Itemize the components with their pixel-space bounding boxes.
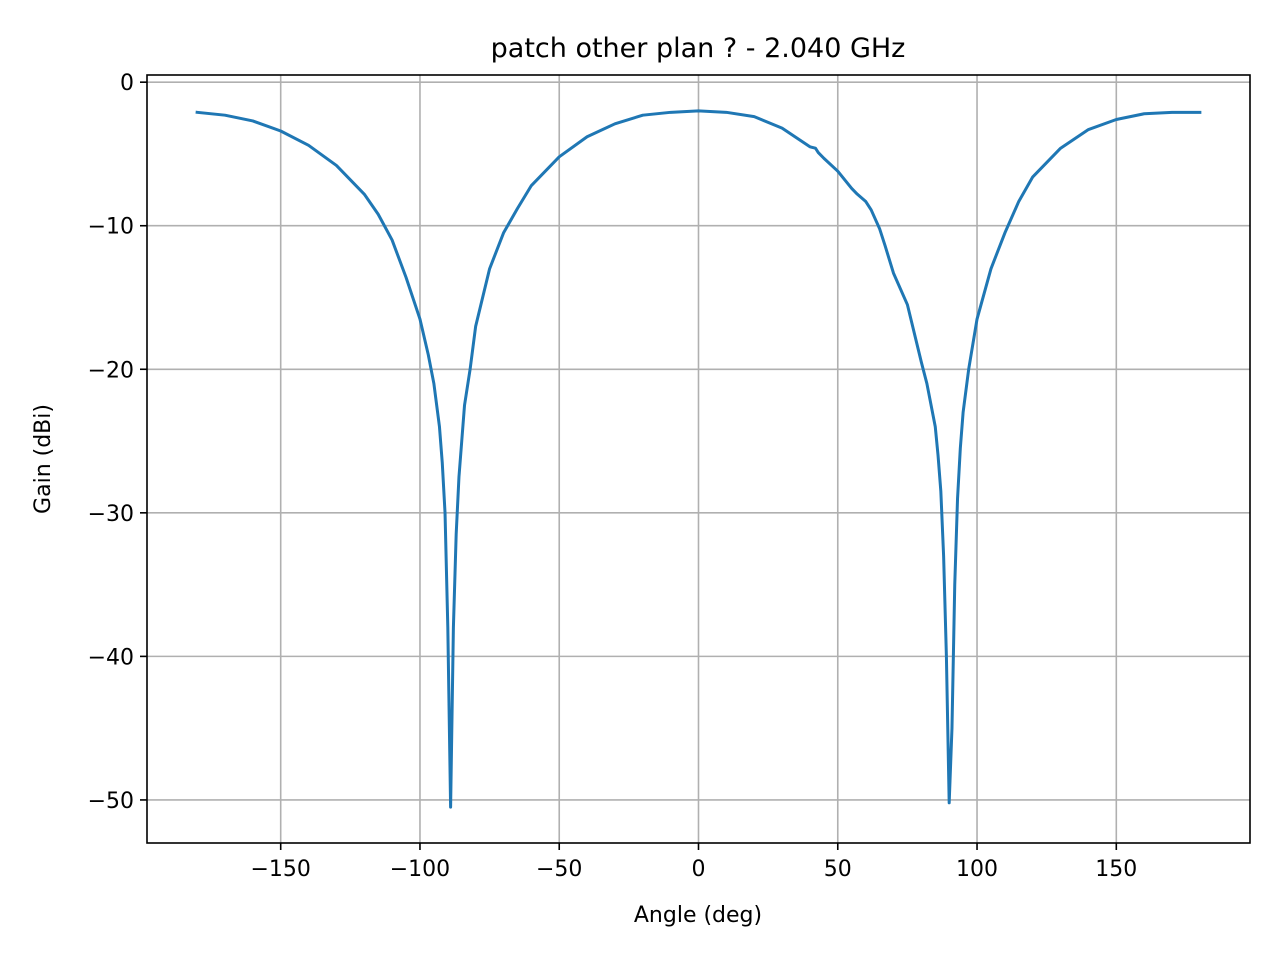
y-tick-label: −20 <box>88 358 134 383</box>
x-axis-label: Angle (deg) <box>634 903 762 928</box>
x-tick-label: 0 <box>692 857 706 882</box>
y-axis-ticks: 0 −10 −20 −30 −40 −50 <box>88 71 147 814</box>
x-axis-ticks: −150 −100 −50 0 50 100 150 <box>250 843 1137 882</box>
gain-series-line <box>195 109 1202 809</box>
x-tick-label: −100 <box>390 857 450 882</box>
y-tick-label: −30 <box>88 502 134 527</box>
x-tick-label: 50 <box>824 857 852 882</box>
y-tick-label: −50 <box>88 789 134 814</box>
y-tick-label: −40 <box>88 645 134 670</box>
grid-lines <box>147 75 1250 843</box>
y-tick-label: −10 <box>88 215 134 240</box>
x-tick-label: −150 <box>250 857 310 882</box>
series-layer <box>195 109 1202 809</box>
x-tick-label: 150 <box>1095 857 1137 882</box>
y-tick-label: 0 <box>120 71 134 96</box>
x-tick-label: −50 <box>536 857 582 882</box>
y-axis-label: Gain (dBi) <box>31 404 56 514</box>
x-tick-label: 100 <box>956 857 998 882</box>
chart-title: patch other plan ? - 2.040 GHz <box>491 33 906 64</box>
